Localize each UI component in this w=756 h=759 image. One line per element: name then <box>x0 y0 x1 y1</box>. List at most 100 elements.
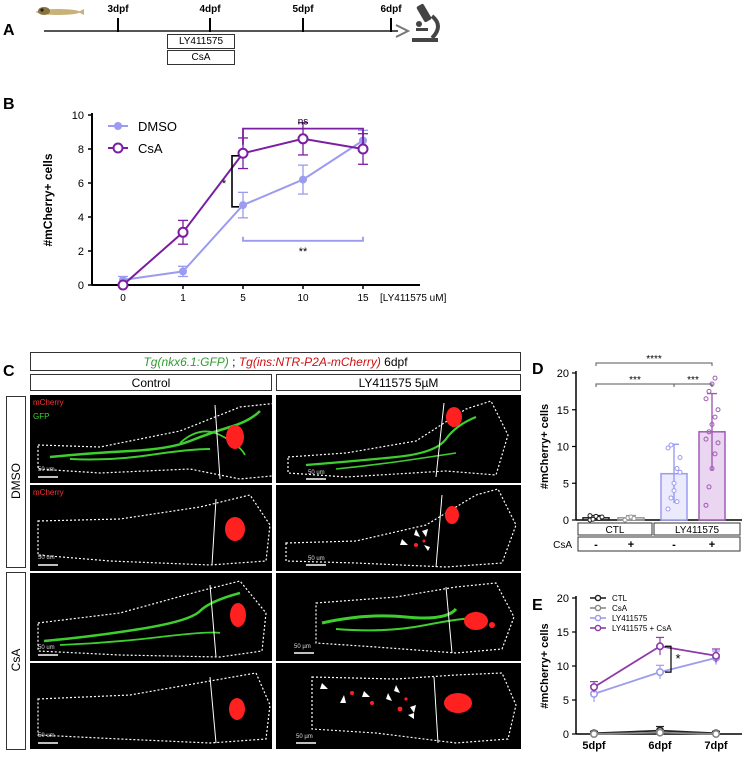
sig-label: *** <box>687 375 699 386</box>
chart-e: 0 5 10 15 20 5dpf 6dpf 7dpf #mCherry+ cells CTLCs… <box>539 593 742 752</box>
timeline-tick-label: 5dpf <box>292 4 314 15</box>
csa-sign: + <box>628 539 634 551</box>
data-dot <box>631 516 637 522</box>
panel-letter-e: E <box>532 597 543 614</box>
legend-label: LY411575 + CsA <box>612 624 672 633</box>
y-tick-label: 6 <box>78 178 84 190</box>
sig-bracket-single-star <box>231 155 239 208</box>
data-dot <box>709 421 715 427</box>
legend-swatch-marker <box>594 594 602 602</box>
data-dot <box>703 436 709 442</box>
y-tick-label: 10 <box>557 661 569 673</box>
data-dot <box>590 516 596 522</box>
csa-row-label: CsA <box>553 540 572 551</box>
y-tick-label: 8 <box>78 144 84 156</box>
column-header-ly411575: LY411575 5µM <box>276 374 521 391</box>
data-dot <box>703 396 709 402</box>
data-point <box>299 175 307 184</box>
group-label: LY411575 <box>675 525 720 536</box>
data-dot <box>674 499 680 505</box>
panel-letter-c: C <box>3 363 15 380</box>
data-point <box>357 143 369 155</box>
row-label-dmso: DMSO <box>9 463 23 499</box>
data-dot <box>674 466 680 472</box>
data-point <box>117 279 129 291</box>
micrograph-csa-ly-mcherry: 50 µm <box>276 663 521 749</box>
data-point <box>712 651 721 660</box>
sig-label: **** <box>646 355 662 365</box>
data-dot <box>706 484 712 490</box>
data-dot <box>587 513 593 519</box>
y-tick-label: 15 <box>557 627 569 639</box>
data-point <box>179 267 187 276</box>
data-point <box>656 728 665 737</box>
csa-sign: - <box>672 539 676 551</box>
data-dot <box>668 442 674 448</box>
micrograph-dmso-control-mcherry: mCherry 50 um <box>30 485 272 571</box>
legend-swatch-marker <box>112 142 124 154</box>
y-tick-label: 10 <box>72 110 84 122</box>
y-axis-label: #mCherry+ cells <box>539 404 551 489</box>
row-label-csa: CsA <box>9 648 23 672</box>
micrograph-dmso-ly-merge: 50 um <box>276 395 521 483</box>
legend-label: LY411575 <box>612 614 648 623</box>
group-box <box>653 522 741 536</box>
y-tick-label: 4 <box>78 212 84 224</box>
scale-bar-label: 50 um <box>308 556 325 562</box>
x-tick-label: 10 <box>297 293 309 304</box>
data-dot <box>668 495 674 501</box>
x-tick-label: 5 <box>240 293 246 304</box>
csa-sign: + <box>709 539 715 551</box>
data-point <box>177 226 189 238</box>
scale-bar-label: 50 µm <box>296 734 313 740</box>
data-point <box>589 730 598 739</box>
data-point <box>297 133 309 145</box>
csa-row-box <box>577 536 741 552</box>
sig-label-ns: ns <box>298 117 309 128</box>
legend-swatch-marker <box>114 122 122 130</box>
timeline-tick-label: 6dpf <box>380 4 402 15</box>
transgene-gfp-label: Tg(nkx6.1:GFP) <box>143 354 229 369</box>
column-header-control: Control <box>30 374 272 391</box>
channel-label-mcherry: mCherry <box>33 398 64 407</box>
micrograph-dmso-ly-mcherry: 50 um <box>276 485 521 571</box>
data-dot <box>712 375 718 381</box>
sig-label: *** <box>629 375 641 386</box>
timeline-tick-label: 4dpf <box>199 4 221 15</box>
legend-swatch-marker <box>594 604 602 612</box>
micrograph-csa-control-merge: 50 um <box>30 573 272 661</box>
legend-label: CsA <box>138 141 163 156</box>
data-point <box>237 147 249 159</box>
data-dot <box>706 388 712 394</box>
series-line <box>593 645 717 688</box>
timeline-arrow <box>395 24 411 38</box>
micrograph-csa-control-mcherry: 50 um <box>30 663 272 749</box>
data-point <box>712 730 721 739</box>
data-dot <box>712 451 718 457</box>
y-tick-label: 20 <box>557 593 569 605</box>
y-tick-label: 0 <box>563 515 569 527</box>
data-point <box>656 668 665 677</box>
group-label: CTL <box>606 525 625 536</box>
sig-bracket-ns <box>242 127 364 145</box>
zebrafish-icon <box>36 7 84 15</box>
scale-bar-label: 50 um <box>38 733 55 739</box>
sig-label-single-star: * <box>222 178 227 190</box>
timeline-tick-label: 3dpf <box>107 4 129 15</box>
micrograph-dmso-control-merge: mCherry GFP 50 um <box>30 395 272 483</box>
legend-swatch-marker <box>594 624 602 632</box>
data-dot <box>715 440 721 446</box>
channel-label-mcherry: mCherry <box>33 488 64 497</box>
sig-label: * <box>675 651 680 666</box>
micrograph-csa-ly-merge: 50 µm <box>276 573 521 661</box>
legend-label: CTL <box>612 594 628 603</box>
x-tick-label: 0 <box>120 293 126 304</box>
y-tick-label: 15 <box>557 405 569 417</box>
group-box <box>577 522 653 536</box>
row-box-dmso <box>6 396 26 568</box>
row-box-csa <box>6 572 26 750</box>
sig-bracket <box>673 383 713 387</box>
y-axis-label: #mCherry+ cells <box>41 153 55 246</box>
